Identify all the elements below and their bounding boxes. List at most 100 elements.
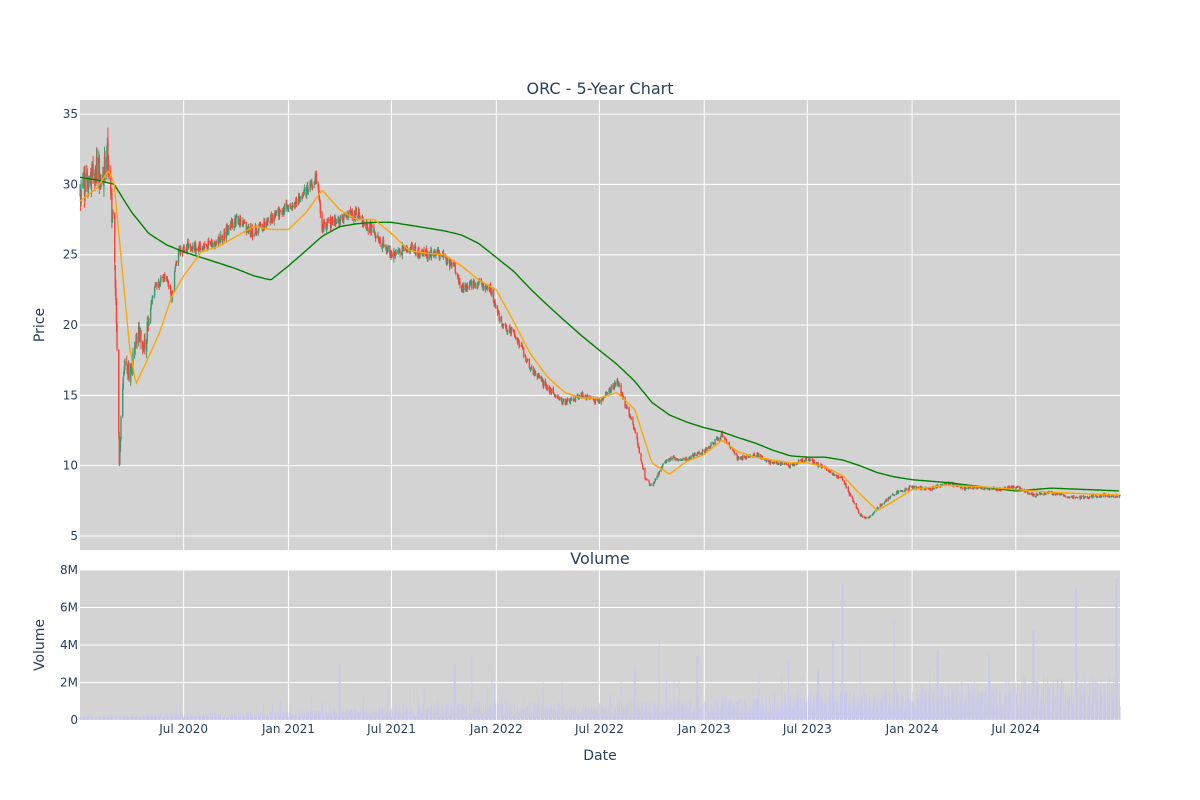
volume-bar (395, 705, 397, 720)
volume-bar (461, 708, 462, 720)
candle-down (1053, 493, 1055, 495)
volume-bar (300, 714, 301, 720)
candle-down (168, 285, 170, 287)
volume-bar (1037, 685, 1039, 720)
volume-bar (894, 620, 895, 720)
volume-bar (585, 709, 587, 720)
volume-bar (911, 701, 913, 720)
volume-bar (273, 716, 275, 720)
candle-down (832, 473, 835, 476)
candle-down (459, 280, 461, 285)
volume-bar (600, 702, 602, 720)
volume-bar (603, 708, 604, 720)
candle-up (134, 344, 136, 349)
volume-bar (1061, 677, 1063, 720)
volume-bar (515, 711, 517, 720)
candle-down (116, 325, 118, 349)
candle-down (497, 311, 500, 313)
volume-bar (399, 712, 400, 720)
volume-bar (853, 691, 855, 720)
volume-bar (700, 710, 702, 720)
volume-bar (837, 708, 839, 720)
volume-bar (625, 711, 627, 720)
volume-bar (816, 695, 817, 720)
volume-bar (470, 711, 472, 720)
volume-bar (981, 690, 983, 720)
volume-bar (1068, 697, 1070, 720)
volume-bar (1044, 682, 1046, 720)
volume-y-tick-label: 2M (60, 676, 78, 690)
candle-up (526, 359, 529, 360)
volume-bar (1009, 692, 1011, 720)
candle-up (451, 262, 453, 267)
candle-down (702, 450, 704, 452)
volume-bar (1009, 687, 1010, 720)
candle-up (828, 471, 831, 473)
volume-bar (166, 713, 167, 720)
candle-up (217, 237, 220, 244)
volume-bar (916, 709, 918, 720)
candle-down (616, 379, 619, 382)
volume-bar (1015, 694, 1017, 720)
volume-bar (660, 711, 662, 720)
volume-bar (1077, 698, 1079, 720)
volume-bar (933, 691, 935, 720)
candle-down (1093, 496, 1095, 498)
candle-up (612, 388, 615, 390)
volume-bar (533, 702, 535, 720)
volume-bar (841, 583, 843, 720)
candle-up (642, 467, 644, 469)
volume-bar (135, 716, 137, 720)
volume-bar (969, 706, 971, 720)
volume-bar (437, 708, 439, 720)
volume-bar (204, 715, 206, 720)
candle-up (486, 286, 488, 288)
candle-up (299, 196, 302, 200)
candle-up (373, 230, 376, 233)
volume-bar (710, 703, 712, 720)
volume-bar (895, 687, 897, 720)
volume-bar (350, 710, 351, 720)
volume-bar (251, 715, 252, 720)
candle-up (174, 267, 176, 272)
volume-bar (374, 716, 375, 720)
candle-down (642, 464, 644, 469)
volume-bar (820, 698, 821, 720)
volume-bar (106, 716, 108, 720)
candle-down (636, 433, 638, 440)
volume-bar (630, 701, 632, 720)
volume-bar (825, 702, 827, 720)
candle-up (770, 461, 772, 464)
candle-down (677, 458, 679, 461)
volume-bar (378, 711, 379, 720)
volume-bar (245, 715, 247, 720)
candle-up (869, 515, 872, 517)
candle-down (582, 393, 584, 397)
candle-down (489, 285, 492, 292)
volume-bar (494, 703, 496, 720)
volume-bar (104, 716, 105, 720)
volume-bar (664, 711, 666, 720)
candle-up (148, 320, 150, 326)
candle-up (669, 459, 671, 461)
volume-bar (878, 712, 879, 720)
candle-up (307, 191, 310, 193)
volume-bar (547, 710, 549, 720)
candle-down (969, 486, 971, 489)
volume-bar (270, 710, 272, 720)
volume-axis-title: Volume (32, 619, 48, 671)
volume-bar (1092, 702, 1094, 720)
candle-up (123, 366, 126, 374)
candle-up (133, 347, 136, 355)
volume-bar (728, 702, 730, 720)
candle-down (598, 399, 601, 404)
candle-down (170, 292, 172, 298)
volume-bar (286, 711, 288, 720)
volume-bar (120, 718, 122, 720)
volume-bar (768, 712, 769, 720)
candle-up (111, 210, 114, 222)
volume-bar (150, 715, 152, 720)
candle-up (472, 280, 475, 289)
volume-bar (741, 709, 743, 720)
candle-down (315, 173, 318, 184)
